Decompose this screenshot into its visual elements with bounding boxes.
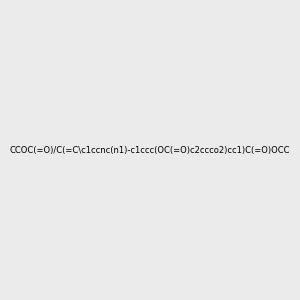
Text: CCOC(=O)/C(=C\c1ccnc(n1)-c1ccc(OC(=O)c2ccco2)cc1)C(=O)OCC: CCOC(=O)/C(=C\c1ccnc(n1)-c1ccc(OC(=O)c2c…	[10, 146, 290, 154]
